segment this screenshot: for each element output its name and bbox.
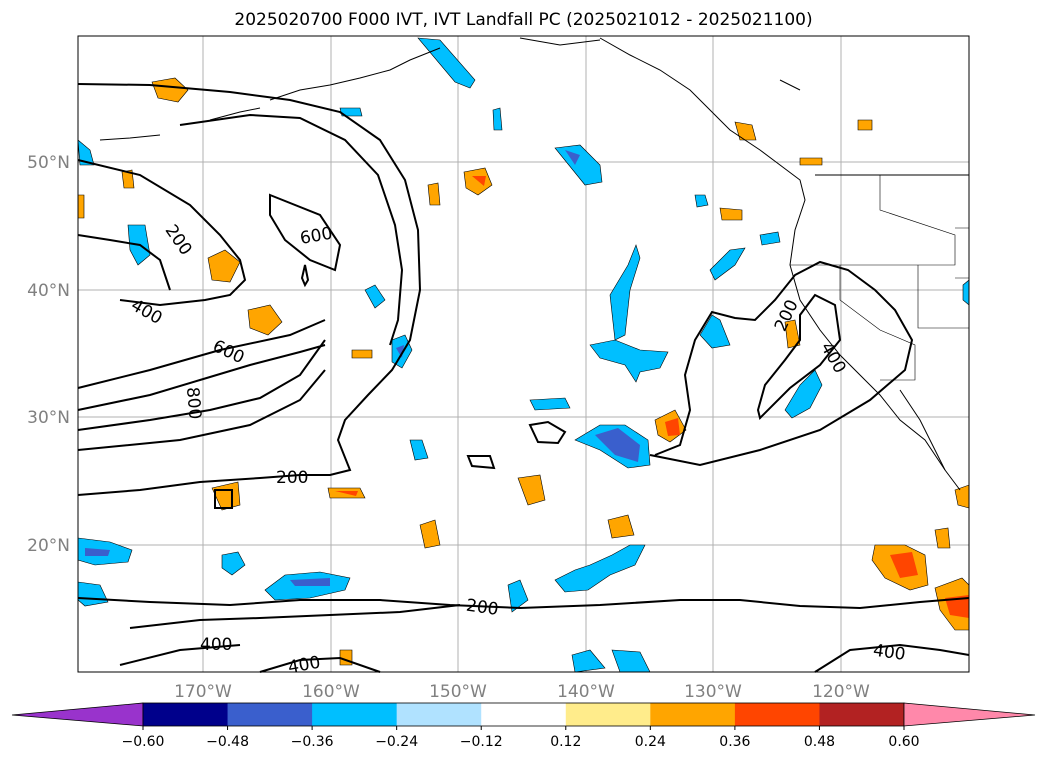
coastlines [99, 37, 969, 491]
lon-label-170w: 170°W [174, 682, 232, 702]
colorbar-segment [734, 703, 820, 726]
contour-label: 400 [287, 653, 322, 678]
map-title: 2025020700 F000 IVT, IVT Landfall PC (20… [234, 10, 813, 30]
lon-label-160w: 160°W [302, 682, 360, 702]
colorbar-tick-label: −0.24 [375, 734, 418, 750]
colorbar-tick-label: −0.60 [122, 734, 165, 750]
map-frame [77, 35, 970, 673]
colorbar-segment [227, 703, 313, 726]
lon-label-150w: 150°W [429, 682, 487, 702]
latitude-labels: 50°N 40°N 30°N 20°N [27, 153, 70, 556]
lat-label-30n: 30°N [27, 408, 70, 428]
political-borders [790, 175, 970, 381]
colorbar-segment [143, 703, 229, 726]
longitude-labels: 170°W 160°W 150°W 140°W 130°W 120°W [174, 682, 870, 702]
colorbar-ticks: −0.60 −0.48 −0.36 −0.24 −0.12 0.12 0.24 0.36 0.4… [122, 726, 920, 750]
colorbar-segment [650, 703, 736, 726]
colorbar-tick-label: 0.60 [888, 734, 919, 750]
colorbar-segment [312, 703, 398, 726]
map-panel: 200 600 400 600 800 200 400 400 200 400 … [77, 35, 970, 678]
colorbar-segment [396, 703, 482, 726]
contour-label: 400 [872, 641, 907, 665]
colorbar-tick-label: −0.12 [460, 734, 503, 750]
shaded-anomalies [77, 37, 970, 673]
contour-label: 400 [200, 635, 232, 655]
lon-label-140w: 140°W [557, 682, 615, 702]
colorbar: −0.60 −0.48 −0.36 −0.24 −0.12 0.12 0.24 0.36 0.4… [11, 702, 1036, 750]
colorbar-segments [142, 702, 905, 727]
contour-label: 800 [182, 386, 205, 420]
ivt-contours [77, 83, 970, 673]
colorbar-extend-left [11, 702, 144, 727]
colorbar-extend-right [903, 702, 1036, 727]
colorbar-tick-label: −0.48 [206, 734, 249, 750]
colorbar-tick-label: −0.36 [291, 734, 334, 750]
contour-label: 200 [465, 596, 500, 620]
lat-label-20n: 20°N [27, 536, 70, 556]
contour-label: 200 [276, 468, 308, 488]
colorbar-segment [565, 703, 651, 726]
colorbar-segment [481, 703, 567, 726]
colorbar-tick-label: 0.12 [550, 734, 581, 750]
colorbar-tick-label: 0.36 [719, 734, 750, 750]
lat-label-40n: 40°N [27, 281, 70, 301]
colorbar-tick-label: 0.48 [804, 734, 835, 750]
colorbar-tick-label: 0.24 [635, 734, 666, 750]
lat-label-50n: 50°N [27, 153, 70, 173]
lon-label-130w: 130°W [684, 682, 742, 702]
lon-label-120w: 120°W [812, 682, 870, 702]
contour-labels: 200 600 400 600 800 200 400 400 200 400 … [127, 221, 906, 678]
colorbar-segment [819, 703, 905, 726]
